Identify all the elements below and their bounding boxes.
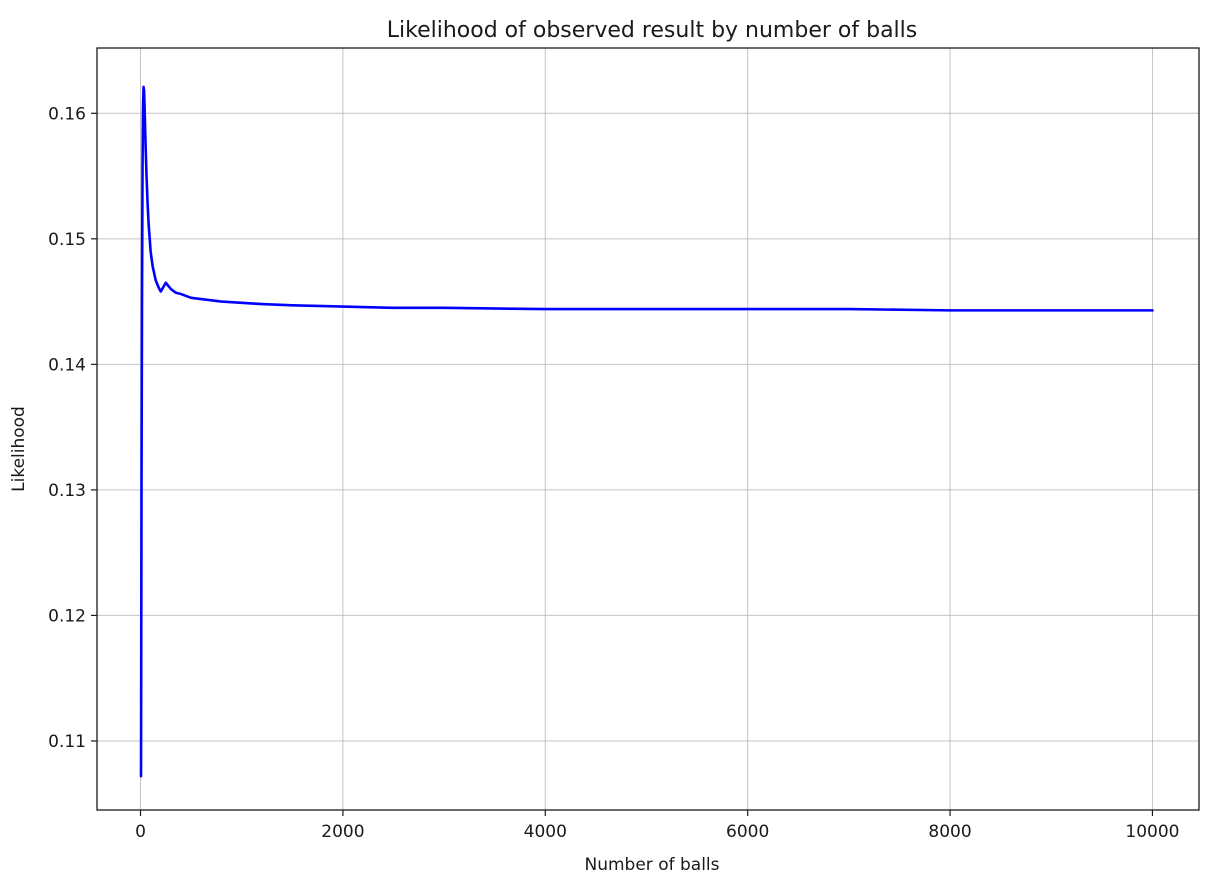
y-tick-label: 0.12 [48,606,86,626]
x-axis-label: Number of balls [585,855,720,875]
y-tick-label: 0.16 [48,104,86,124]
x-tick-label: 8000 [928,822,971,842]
x-tick-label: 0 [135,822,146,842]
y-axis: 0.11 0.12 0.13 0.14 0.15 0.16 [48,104,97,752]
x-tick-label: 10000 [1125,822,1179,842]
x-tick-label: 2000 [321,822,364,842]
plot-frame [96,47,1200,811]
chart-title: Likelihood of observed result by number … [387,18,917,43]
x-tick-label: 4000 [524,822,567,842]
y-tick-label: 0.14 [48,355,86,375]
x-tick-label: 6000 [726,822,769,842]
y-tick-label: 0.15 [48,230,86,250]
series-layer [139,85,1154,778]
y-axis-label: Likelihood [9,406,29,492]
y-tick-label: 0.11 [48,732,86,752]
grid [97,48,1199,810]
x-axis: 0 2000 4000 6000 8000 10000 [135,810,1179,842]
y-tick-label: 0.13 [48,481,86,501]
series-line [139,85,1154,778]
